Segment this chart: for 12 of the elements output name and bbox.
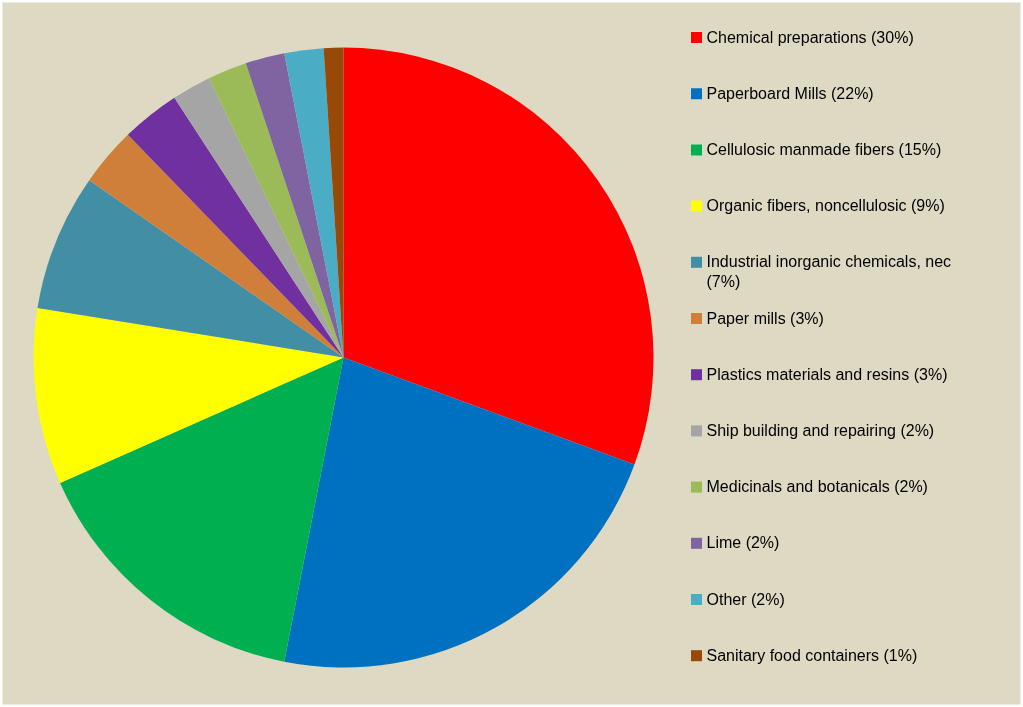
legend-label: Sanitary food containers (1%)	[706, 646, 918, 664]
legend-label: Cellulosic manmade fibers (15%)	[706, 140, 942, 158]
legend-label: Other (2%)	[706, 590, 785, 608]
legend-label: Industrial inorganic chemicals, nec (7%)	[706, 253, 952, 290]
legend-label: Lime (2%)	[706, 534, 780, 552]
legend-label: Chemical preparations (30%)	[706, 28, 914, 46]
legend-label: Paper mills (3%)	[706, 309, 824, 327]
legend-label: Ship building and repairing (2%)	[706, 421, 935, 439]
legend-label: Organic fibers, noncellulosic (9%)	[706, 197, 945, 215]
legend-label: Paperboard Mills (22%)	[706, 84, 874, 102]
legend-label: Plastics materials and resins (3%)	[706, 365, 948, 383]
legend-label: Medicinals and botanicals (2%)	[706, 478, 928, 496]
